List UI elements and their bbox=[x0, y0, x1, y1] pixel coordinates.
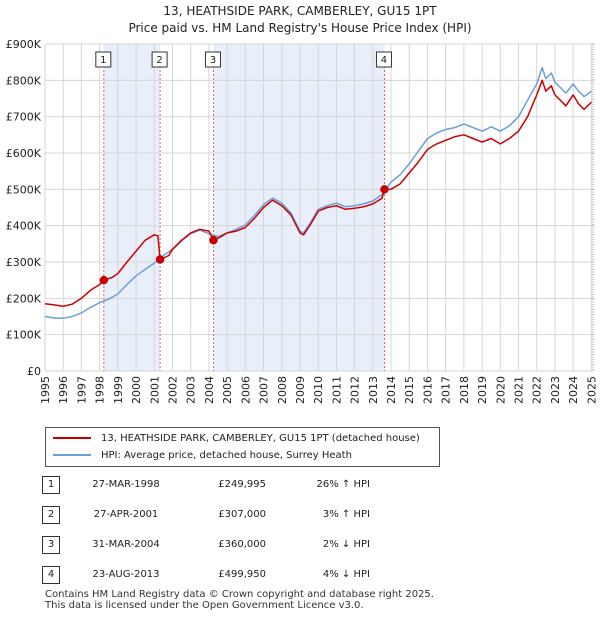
x-tick-label: 2013 bbox=[367, 376, 380, 404]
x-tick-label: 2010 bbox=[312, 376, 325, 404]
price-chart: £0 £100K £200K £300K £400K £500K £600K £700K £80… bbox=[6, 38, 599, 404]
x-tick-label: 1996 bbox=[57, 376, 70, 404]
y-tick-label: £500K bbox=[6, 183, 42, 196]
y-tick-label: £900K bbox=[6, 38, 42, 51]
hpi-line bbox=[44, 66, 592, 320]
x-tick-label: 2014 bbox=[385, 376, 398, 404]
legend-item-property: 13, HEATHSIDE PARK, CAMBERLEY, GU15 1PT … bbox=[53, 430, 420, 446]
x-tick-label: 2015 bbox=[403, 376, 416, 404]
sale-date: 31-MAR-2004 bbox=[92, 539, 160, 550]
sale-period-shade bbox=[103, 44, 161, 371]
x-tick-label: 1999 bbox=[112, 376, 125, 404]
sale-date: 27-APR-2001 bbox=[93, 509, 159, 520]
x-tick-label: 2024 bbox=[567, 376, 580, 404]
sale-number-badge: 2 bbox=[42, 506, 60, 524]
x-tick-label: 2008 bbox=[276, 376, 289, 404]
sale-number-badge: 1 bbox=[42, 476, 60, 494]
x-tick-label: 2020 bbox=[494, 376, 507, 404]
sale-label-box bbox=[151, 51, 168, 68]
y-tick-label: £400K bbox=[6, 220, 42, 233]
footer-copyright: Contains HM Land Registry data © Crown c… bbox=[45, 589, 434, 600]
y-tick-label: £800K bbox=[6, 74, 42, 87]
y-tick-label: £200K bbox=[6, 292, 42, 305]
footer-licence: This data is licensed under the Open Gov… bbox=[45, 600, 364, 611]
sale-row: 1 27-MAR-1998 £249,995 26% ↑ HPI bbox=[0, 475, 600, 497]
legend-item-hpi: HPI: Average price, detached house, Surr… bbox=[53, 447, 352, 463]
property-price-line bbox=[44, 79, 592, 308]
x-tick-label: 2007 bbox=[258, 376, 271, 404]
y-tick-label: £100K bbox=[6, 329, 42, 342]
sale-hpi-change: 26% ↑ HPI bbox=[316, 479, 370, 490]
sale-date: 27-MAR-1998 bbox=[92, 479, 160, 490]
sale-label-number: 1 bbox=[100, 55, 106, 66]
sale-point bbox=[209, 235, 218, 245]
sale-row: 3 31-MAR-2004 £360,000 2% ↓ HPI bbox=[0, 535, 600, 557]
sale-hpi-change: 4% ↓ HPI bbox=[322, 569, 370, 580]
sale-label-number: 3 bbox=[210, 55, 216, 66]
x-tick-label: 1995 bbox=[39, 376, 52, 404]
chart-subtitle: Price paid vs. HM Land Registry's House … bbox=[128, 21, 472, 35]
x-tick-label: 2006 bbox=[239, 376, 252, 404]
x-tick-label: 2011 bbox=[330, 376, 343, 404]
x-tick-label: 2023 bbox=[549, 376, 562, 404]
x-tick-label: 2021 bbox=[513, 376, 526, 404]
sale-point bbox=[155, 255, 165, 264]
sale-hpi-change: 3% ↑ HPI bbox=[322, 509, 370, 520]
x-tick-label: 2009 bbox=[294, 376, 307, 404]
y-tick-label: £700K bbox=[6, 111, 42, 124]
x-tick-label: 2004 bbox=[203, 376, 216, 404]
sale-price: £307,000 bbox=[218, 509, 266, 520]
x-tick-label: 2025 bbox=[585, 376, 598, 404]
sale-hpi-change: 2% ↓ HPI bbox=[322, 539, 370, 550]
sale-point bbox=[380, 185, 389, 194]
sale-number-badge: 3 bbox=[42, 536, 60, 554]
sale-label-number: 2 bbox=[156, 55, 162, 66]
chart-title: 13, HEATHSIDE PARK, CAMBERLEY, GU15 1PT bbox=[163, 4, 437, 18]
x-tick-label: 2018 bbox=[458, 376, 471, 404]
sale-row: 2 27-APR-2001 £307,000 3% ↑ HPI bbox=[0, 505, 600, 527]
y-tick-label: £300K bbox=[6, 256, 42, 269]
legend-label-hpi: HPI: Average price, detached house, Surr… bbox=[101, 449, 352, 461]
x-tick-label: 1998 bbox=[94, 376, 107, 404]
x-tick-label: 2005 bbox=[221, 376, 234, 404]
legend-swatch-property bbox=[53, 437, 91, 439]
legend: 13, HEATHSIDE PARK, CAMBERLEY, GU15 1PT … bbox=[45, 427, 440, 467]
x-tick-label: 2012 bbox=[349, 376, 362, 404]
x-tick-label: 2016 bbox=[421, 376, 434, 404]
x-tick-label: 2002 bbox=[166, 376, 179, 404]
legend-swatch-hpi bbox=[53, 454, 91, 456]
x-tick-label: 2017 bbox=[440, 376, 453, 404]
x-tick-label: 2003 bbox=[185, 376, 198, 404]
x-tick-label: 2019 bbox=[476, 376, 489, 404]
sale-date: 23-AUG-2013 bbox=[92, 569, 160, 580]
sale-row: 4 23-AUG-2013 £499,950 4% ↓ HPI bbox=[0, 565, 600, 587]
y-tick-label: £0 bbox=[27, 365, 41, 378]
sale-label-box bbox=[375, 51, 392, 68]
legend-label-property: 13, HEATHSIDE PARK, CAMBERLEY, GU15 1PT … bbox=[101, 432, 420, 444]
sale-price: £499,950 bbox=[218, 569, 266, 580]
x-tick-label: 2000 bbox=[130, 376, 143, 404]
sale-price: £249,995 bbox=[218, 479, 266, 490]
x-tick-label: 2001 bbox=[148, 376, 161, 404]
sale-label-box bbox=[204, 51, 221, 68]
y-tick-label: £600K bbox=[6, 147, 42, 160]
sale-point bbox=[99, 275, 109, 285]
footer-attribution: Contains HM Land Registry data © Crown c… bbox=[45, 589, 434, 611]
x-tick-label: 2022 bbox=[531, 376, 544, 404]
sale-price: £360,000 bbox=[218, 539, 266, 550]
x-tick-label: 1997 bbox=[75, 376, 88, 404]
sale-label-number: 4 bbox=[381, 55, 387, 66]
sale-label-box bbox=[95, 51, 112, 68]
sale-number-badge: 4 bbox=[42, 566, 60, 584]
